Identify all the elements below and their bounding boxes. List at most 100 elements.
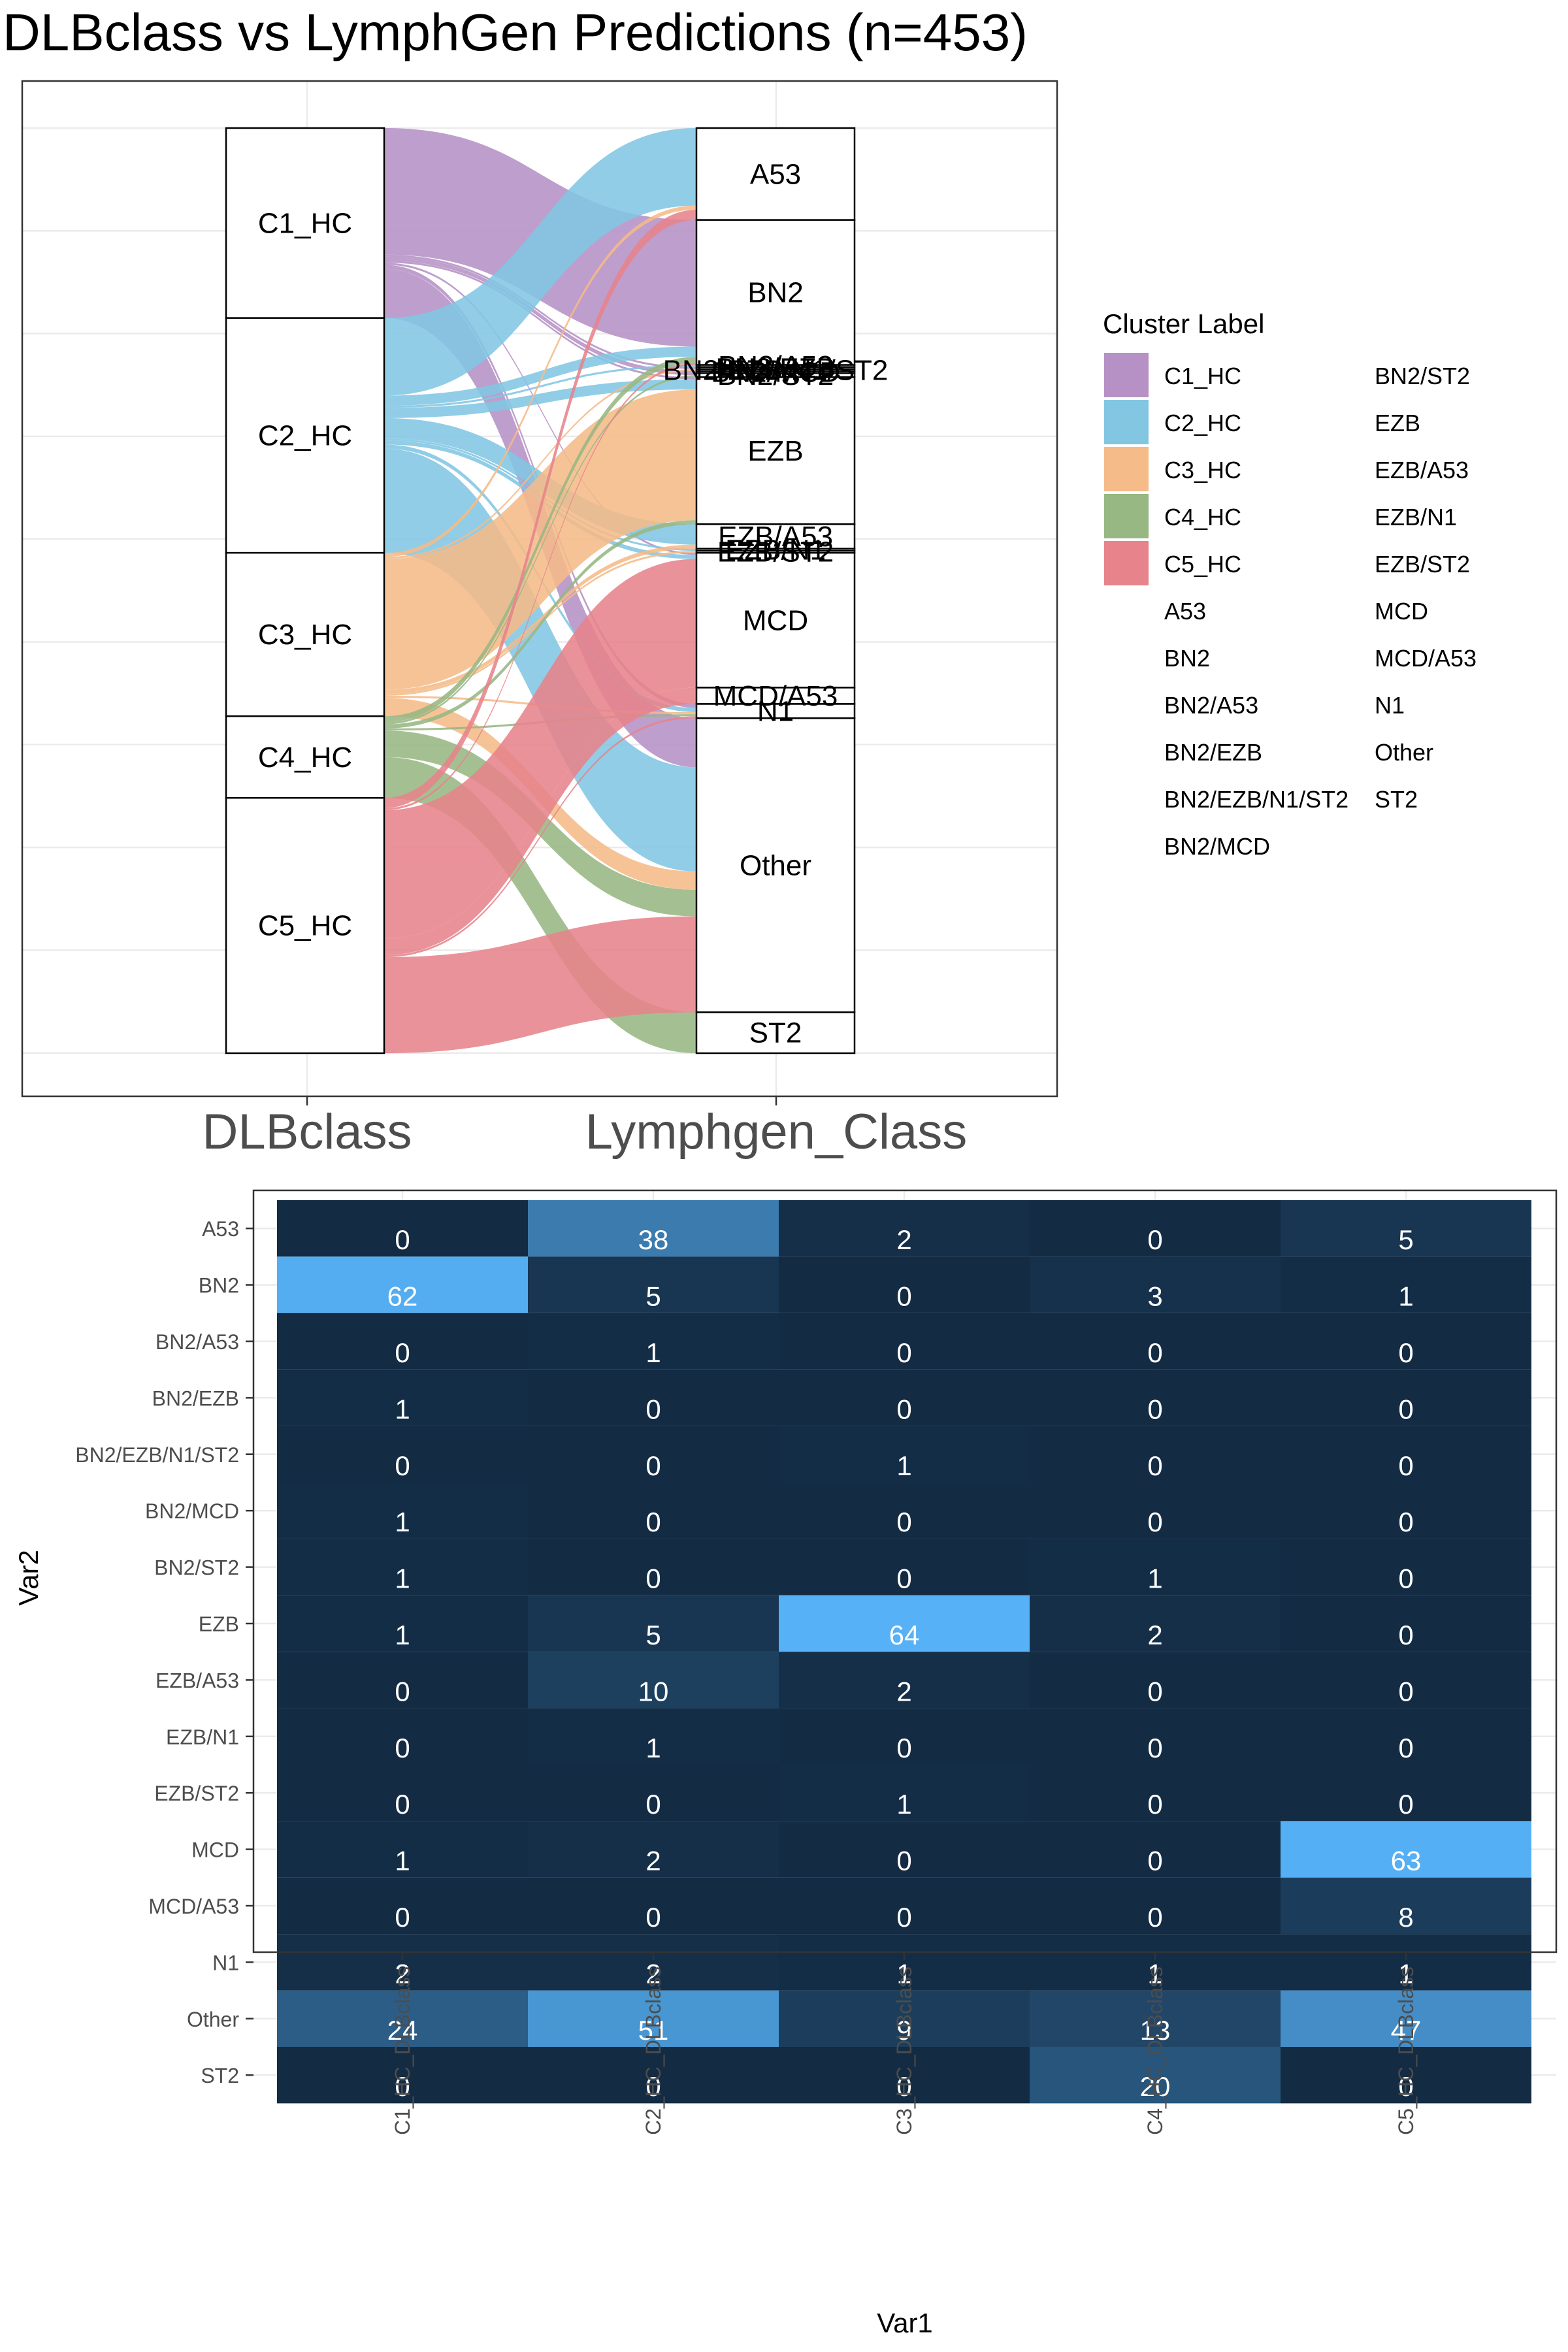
heatmap-cell-bn2-mcd-c5-hc-dlbclass: [1281, 1482, 1531, 1539]
heatmap-cell-n1-c1-hc-dlbclass: [277, 1934, 528, 1991]
y-tick-label: BN2/EZB: [152, 1386, 239, 1410]
flow-c3-hc-to-ezb-a53: [384, 544, 696, 694]
legend-label: MCD/A53: [1375, 645, 1477, 672]
heatmap-cell-bn2-c3-hc-dlbclass: [779, 1256, 1030, 1313]
heatmap-value-label: 1: [395, 1846, 410, 1876]
flow-c3-hc-to-a53: [384, 205, 696, 557]
heatmap-cell-n1-c3-hc-dlbclass: [779, 1934, 1030, 1991]
stratum-right-label: BN2/EZB/N1/ST2: [663, 354, 889, 386]
heatmap-value-label: 0: [896, 2071, 911, 2102]
flow-c1-hc-to-bn2-st2: [384, 259, 696, 376]
heatmap-cell-n1-c2-hc-dlbclass: [528, 1934, 779, 1991]
heatmap-value-label: 0: [896, 1846, 911, 1876]
flow-c5-hc-to-a53: [384, 210, 696, 808]
y-tick-label: N1: [212, 1951, 239, 1974]
heatmap-cell-bn2-mcd-c4-hc-dlbclass: [1030, 1482, 1281, 1539]
heatmap-cell-a53-c1-hc-dlbclass: [277, 1200, 528, 1257]
legend-label: BN2: [1164, 645, 1210, 672]
legend-label: EZB/N1: [1375, 504, 1457, 531]
heatmap-value-label: 1: [1147, 1563, 1162, 1594]
heatmap-cell-ezb-a53-c1-hc-dlbclass: [277, 1652, 528, 1708]
legend-label: EZB/ST2: [1375, 551, 1470, 578]
heatmap-cell-bn2-st2-c1-hc-dlbclass: [277, 1539, 528, 1595]
heatmap-value-label: 10: [638, 1676, 669, 1707]
heatmap-cell-mcd-c5-hc-dlbclass: [1281, 1821, 1531, 1878]
heatmap-value-label: 0: [896, 1337, 911, 1368]
flow-c2-hc-to-bn2: [384, 346, 696, 406]
heatmap-value-label: 0: [896, 1394, 911, 1424]
heatmap-value-label: 0: [645, 1394, 661, 1424]
heatmap-cell-ezb-n1-c3-hc-dlbclass: [779, 1708, 1030, 1765]
heatmap-cell-bn2-ezb-c3-hc-dlbclass: [779, 1369, 1030, 1426]
alluvial-flows: [384, 128, 696, 1053]
stratum-right-ezb: [695, 376, 856, 525]
legend-entry-c2-hc: C2_HC: [1104, 400, 1241, 444]
heatmap-value-label: 5: [645, 1620, 661, 1650]
legend-label: A53: [1164, 598, 1206, 625]
y-tick-label: BN2/EZB/N1/ST2: [75, 1443, 239, 1467]
heatmap-cells: [277, 1200, 1531, 2104]
stratum-right-label: N1: [757, 695, 794, 727]
heatmap-value-label: 1: [395, 1507, 410, 1537]
heatmap-value-label: 0: [1398, 1733, 1413, 1763]
heatmap-value-label: 0: [645, 1450, 661, 1481]
heatmap-value-label: 1: [395, 1394, 410, 1424]
heatmap-value-label: 5: [1398, 1224, 1413, 1255]
legend-title: Cluster Label: [1103, 308, 1264, 339]
y-tick-label: EZB/N1: [166, 1725, 239, 1749]
axis-label-lymphgen-class: Lymphgen_Class: [585, 1104, 967, 1160]
y-tick-label: BN2: [199, 1274, 239, 1298]
flow-c5-hc-to-mcd: [384, 559, 696, 939]
heatmap-value-label: 0: [645, 1563, 661, 1594]
y-tick-label: BN2/MCD: [145, 1499, 239, 1523]
stratum-left-label: C3_HC: [258, 619, 352, 651]
stratum-right-a53: [695, 127, 856, 221]
heatmap-cell-mcd-c4-hc-dlbclass: [1030, 1821, 1281, 1878]
legend-swatch: [1104, 400, 1149, 444]
legend-entry-ezb: EZB: [1375, 410, 1420, 436]
heatmap-cell-bn2-st2-c5-hc-dlbclass: [1281, 1539, 1531, 1595]
heatmap-value-label: 24: [387, 2015, 418, 2046]
heatmap-value-label: 0: [1147, 1902, 1162, 1933]
heatmap-value-label: 2: [896, 1224, 911, 1255]
stratum-right-label: A53: [750, 158, 801, 190]
y-tick-label: MCD: [191, 1838, 239, 1862]
heatmap-cell-ezb-st2-c2-hc-dlbclass: [528, 1765, 779, 1821]
stratum-right-label: ST2: [749, 1017, 802, 1049]
heatmap-value-label: 0: [395, 1337, 410, 1368]
heatmap-value-label: 0: [395, 1902, 410, 1933]
stratum-right-ezb-a53: [695, 523, 856, 550]
legend-entry-c5-hc: C5_HC: [1104, 541, 1241, 585]
heatmap-value-label: 2: [645, 1958, 661, 1989]
flow-c4-hc-to-ezb: [384, 520, 696, 728]
heatmap-cell-n1-c4-hc-dlbclass: [1030, 1934, 1281, 1991]
legend-label: C3_HC: [1164, 457, 1241, 483]
heatmap-value-label: 0: [645, 1507, 661, 1537]
x-tick-label: C2_HC_DLBclass: [642, 1967, 665, 2135]
legend-label: EZB/A53: [1375, 457, 1469, 483]
legend-entry-bn2-mcd: BN2/MCD: [1164, 833, 1270, 860]
heatmap-value-label: 0: [1147, 1789, 1162, 1820]
heatmap-cell-bn2-mcd-c3-hc-dlbclass: [779, 1482, 1030, 1539]
flow-c3-hc-to-bn2-ezb-n1-st2: [384, 368, 696, 559]
heatmap-value-label: 1: [1147, 1958, 1162, 1989]
heatmap-value-label: 2: [395, 1958, 410, 1989]
heatmap-cell-a53-c5-hc-dlbclass: [1281, 1200, 1531, 1257]
heatmap-cell-ezb-a53-c4-hc-dlbclass: [1030, 1652, 1281, 1708]
legend-entry-bn2: BN2: [1164, 645, 1210, 672]
legend-entry-c1-hc: C1_HC: [1104, 353, 1241, 397]
heatmap-value-label: 3: [1147, 1281, 1162, 1312]
heatmap-cell-ezb-c2-hc-dlbclass: [528, 1595, 779, 1652]
flow-c5-hc-to-other: [384, 916, 696, 1053]
heatmap-value-label: 0: [1147, 1846, 1162, 1876]
alluvial-chart: C1_HCC2_HCC3_HCC4_HCC5_HCA53BN2BN2/A53BN…: [21, 80, 1477, 1160]
heatmap-value-label: 0: [896, 1507, 911, 1537]
stratum-right-mcd-a53: [695, 687, 856, 705]
heatmap-value-label: 2: [645, 1846, 661, 1876]
flow-c2-hc-to-a53: [384, 128, 696, 396]
stratum-left-c3-hc: [225, 551, 385, 717]
stratum-right-label: EZB/A53: [718, 521, 833, 553]
heatmap-cell-other-c4-hc-dlbclass: [1030, 1990, 1281, 2047]
legend-label: Other: [1375, 739, 1433, 766]
heatmap-value-label: 0: [1398, 1450, 1413, 1481]
